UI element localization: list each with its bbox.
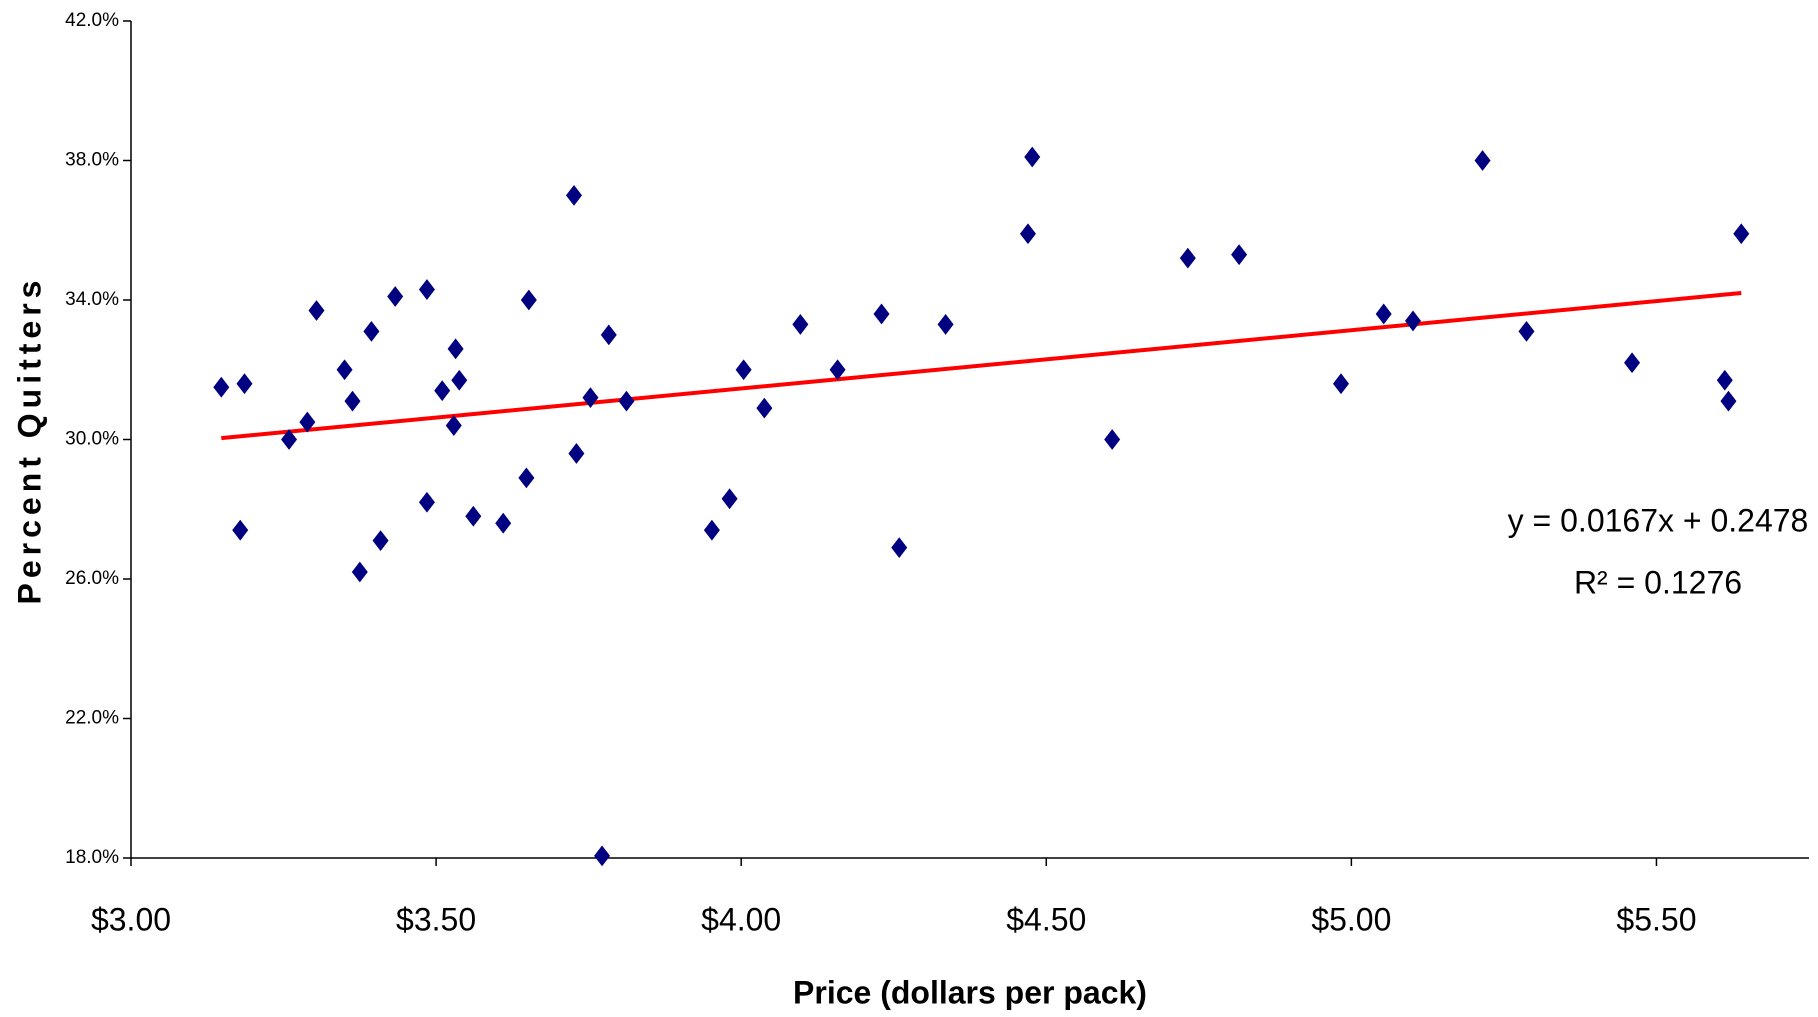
- point: [445, 415, 462, 436]
- point: [1720, 390, 1737, 412]
- point: [735, 359, 752, 381]
- point: [418, 279, 435, 300]
- point: [1375, 303, 1392, 325]
- point: [451, 369, 468, 391]
- point: [434, 380, 451, 402]
- x-tick-label: $5.00: [1311, 901, 1391, 937]
- y-tick-label: 26.0%: [65, 568, 119, 589]
- point: [1518, 320, 1535, 342]
- x-tick-label: $3.00: [91, 901, 171, 937]
- y-tick-label: 18.0%: [65, 847, 119, 868]
- point: [594, 845, 611, 867]
- x-tick-label: $4.50: [1006, 901, 1086, 937]
- point: [721, 488, 738, 510]
- point: [447, 338, 464, 360]
- point: [1716, 369, 1733, 391]
- point: [1332, 373, 1349, 395]
- point: [703, 519, 720, 541]
- point: [465, 505, 482, 527]
- x-tick-label: $5.50: [1616, 901, 1696, 937]
- point: [829, 359, 846, 381]
- point: [600, 324, 617, 346]
- point: [1179, 247, 1196, 269]
- x-tick-label: $3.50: [396, 901, 476, 937]
- point: [281, 429, 298, 450]
- equation: y = 0.0167x + 0.2478: [1508, 502, 1809, 538]
- point: [568, 443, 585, 464]
- point: [518, 467, 535, 489]
- trendline: [221, 291, 1742, 441]
- point: [582, 387, 599, 409]
- point: [308, 300, 325, 321]
- point: [232, 519, 249, 541]
- point: [565, 184, 582, 206]
- point: [873, 303, 890, 325]
- point: [891, 537, 908, 559]
- point: [1474, 150, 1491, 171]
- point: [618, 390, 635, 412]
- y-tick-label: 34.0%: [65, 289, 119, 310]
- point: [299, 411, 316, 433]
- point: [336, 359, 353, 381]
- x-tick-label: $4.00: [701, 901, 781, 937]
- point: [937, 314, 954, 335]
- y-tick-label: 42.0%: [65, 10, 119, 31]
- y-tick-label: 38.0%: [65, 150, 119, 171]
- point: [213, 376, 230, 398]
- point: [236, 373, 253, 395]
- point: [1019, 223, 1036, 245]
- point: [1231, 244, 1248, 266]
- point: [1624, 352, 1641, 374]
- point: [1404, 310, 1421, 332]
- point: [495, 512, 512, 534]
- point: [520, 289, 537, 311]
- r-squared: R² = 0.1276: [1574, 564, 1742, 600]
- point: [363, 320, 380, 342]
- point: [792, 314, 809, 335]
- y-tick-label: 22.0%: [65, 708, 119, 729]
- x-axis-title: Price (dollars per pack): [793, 974, 1147, 1010]
- y-tick-label: 30.0%: [65, 429, 119, 450]
- point: [1024, 146, 1041, 168]
- point: [1733, 223, 1750, 245]
- point: [351, 561, 368, 583]
- point: [756, 397, 773, 419]
- point: [372, 530, 389, 552]
- point: [1104, 429, 1121, 450]
- point: [344, 390, 361, 412]
- y-axis-title: Percent Quitters: [11, 276, 47, 605]
- point: [418, 491, 435, 513]
- point: [387, 286, 404, 307]
